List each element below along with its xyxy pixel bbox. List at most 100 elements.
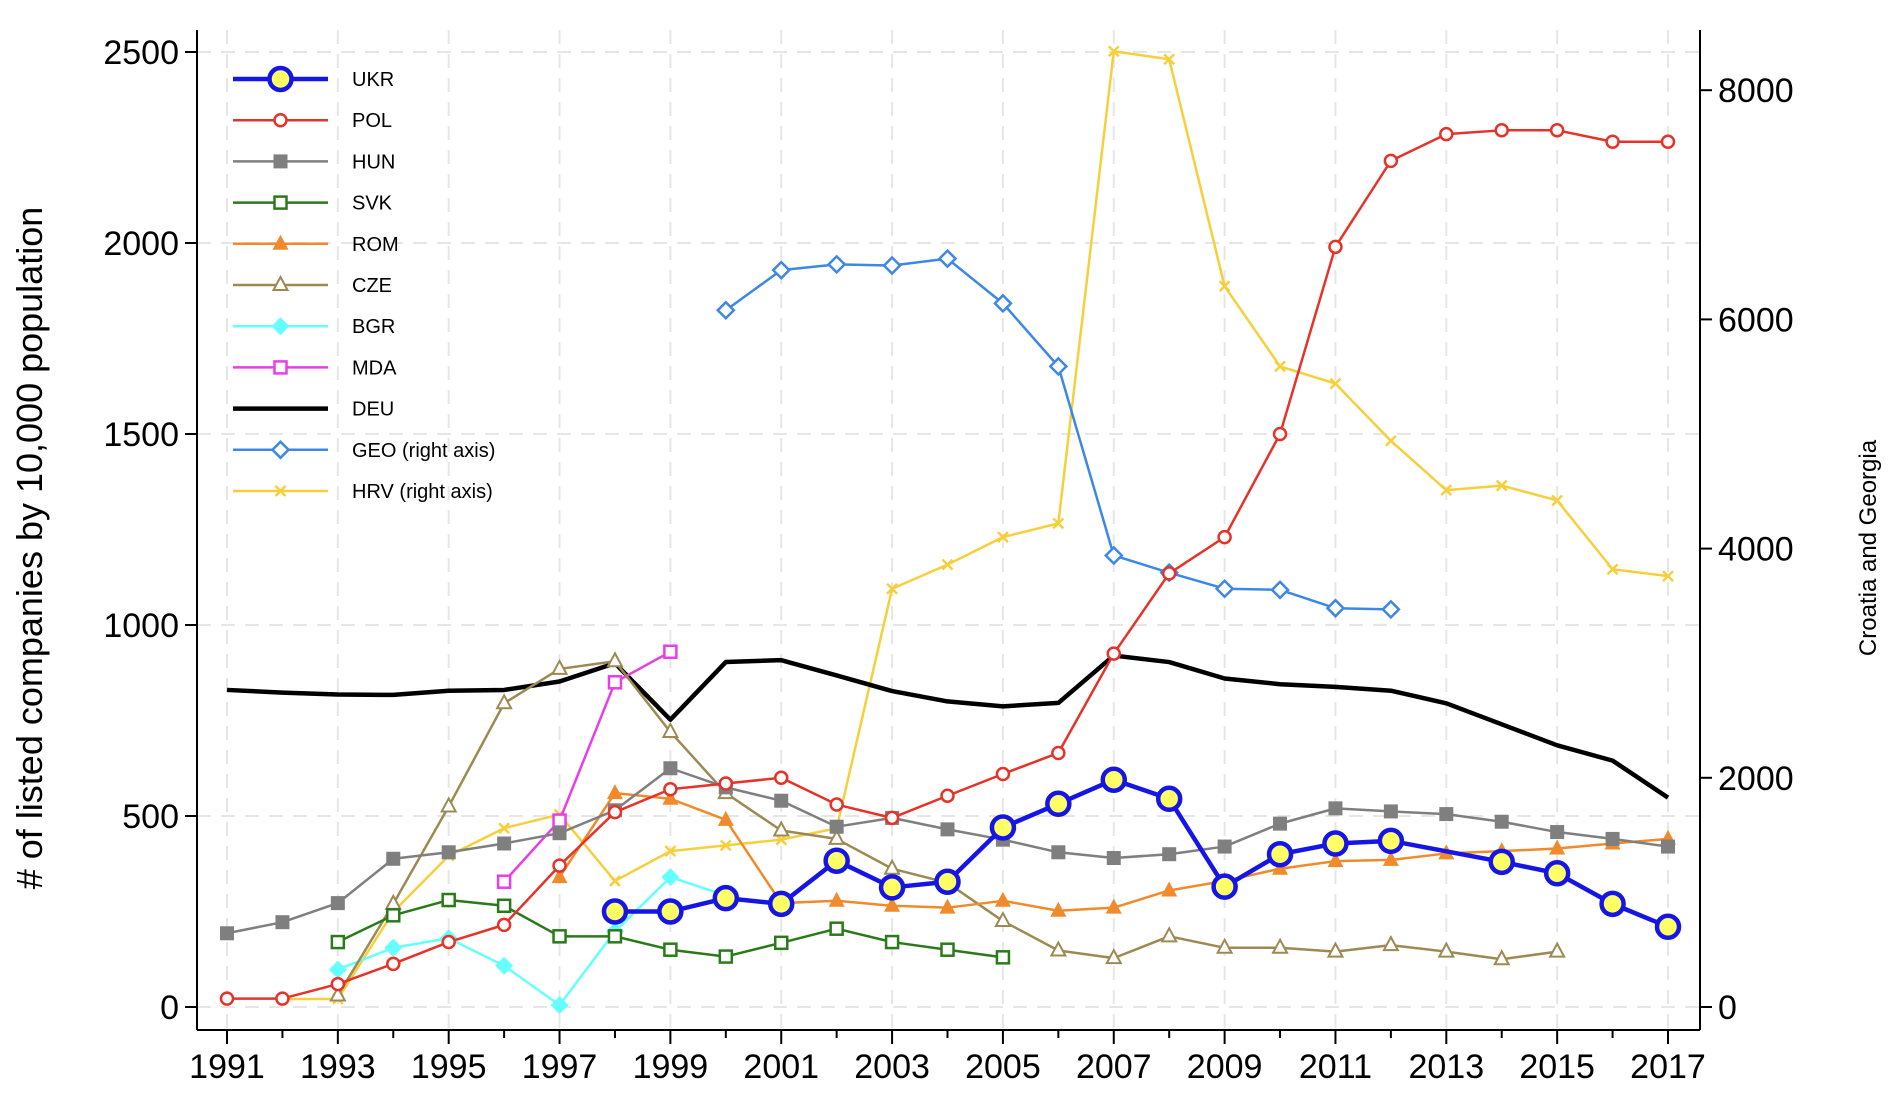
data-point-pol [718, 776, 734, 791]
data-point-cze [772, 820, 790, 837]
data-point-geo-right-axis [1048, 356, 1069, 377]
data-point-cze [1271, 937, 1289, 954]
data-point-pol [663, 782, 678, 797]
marker-stroke [1052, 517, 1065, 530]
data-point-ukr [1322, 830, 1349, 857]
legend-item-svk: SVK [233, 193, 393, 215]
data-point-hun [497, 836, 512, 851]
data-point-ukr [1377, 827, 1405, 855]
data-point-cze [1160, 926, 1178, 943]
legend-item-cze: CZE [233, 274, 392, 297]
legend-label: UKR [352, 69, 394, 91]
data-point-geo-right-axis [1214, 578, 1235, 599]
data-point-hrv-right-axis [1163, 53, 1176, 66]
legend-label: MDA [352, 357, 397, 379]
data-point-ukr [1045, 790, 1072, 818]
legend-swatch-marker [267, 65, 294, 93]
data-point-hun [1439, 807, 1454, 822]
data-point-geo-right-axis [771, 260, 791, 280]
data-point-rom [1105, 898, 1122, 914]
data-point-cze [1326, 941, 1345, 958]
data-point-geo-right-axis [1104, 545, 1124, 566]
marker-stroke [1163, 53, 1176, 66]
legend-swatch-marker [273, 360, 288, 375]
data-point-ukr [1100, 766, 1128, 793]
data-point-ukr [934, 868, 961, 895]
data-point-rom [828, 891, 845, 907]
x-tick-label: 2013 [1408, 1048, 1484, 1086]
data-point-hrv-right-axis [1385, 434, 1397, 447]
y2-tick-label: 8000 [1718, 72, 1794, 110]
series-ukr [601, 766, 1682, 941]
data-point-hrv-right-axis [1329, 377, 1342, 390]
data-point-rom [1161, 881, 1178, 897]
data-point-rom [1050, 901, 1067, 917]
legend-swatch-marker [271, 317, 290, 336]
legend-label: CZE [352, 275, 392, 297]
series-hun [220, 761, 1675, 941]
marker-stroke [886, 582, 898, 595]
data-point-hun [1051, 845, 1066, 860]
y2-tick-label: 0 [1718, 989, 1737, 1027]
gridlines [197, 30, 1700, 1030]
data-point-hun [1273, 816, 1288, 831]
data-point-mda [663, 644, 678, 659]
marker-stroke [1385, 434, 1397, 447]
data-point-ukr [989, 814, 1017, 841]
series-group [219, 45, 1682, 1015]
series-deu [226, 653, 1670, 800]
data-point-pol [496, 917, 512, 933]
data-point-rom [939, 898, 956, 914]
data-point-pol [829, 797, 844, 812]
data-point-cze [495, 693, 513, 710]
data-point-ukr [878, 874, 906, 901]
marker-stroke [1329, 377, 1342, 390]
legend-item-rom: ROM [233, 234, 399, 256]
data-point-svk [940, 942, 955, 957]
data-point-hun [441, 845, 456, 860]
data-point-cze [1382, 935, 1400, 952]
data-point-svk [441, 892, 456, 908]
data-point-hun [774, 793, 789, 808]
data-point-cze [329, 985, 347, 1002]
data-point-pol [1439, 126, 1454, 142]
legend-label: SVK [352, 193, 393, 215]
marker-stroke [1440, 484, 1453, 497]
marker-stroke [1107, 45, 1120, 58]
y2-axis-title: Croatia and Georgia [1855, 439, 1882, 656]
data-point-rom [1382, 850, 1399, 866]
data-point-hun [1328, 801, 1343, 816]
data-point-rom [551, 868, 568, 884]
legend-item-hrv-right-axis: HRV (right axis) [233, 481, 493, 503]
legend-swatch-marker [272, 234, 289, 250]
data-point-pol [884, 810, 900, 826]
x-tick-label: 1999 [633, 1048, 709, 1086]
data-point-pol [386, 956, 401, 972]
data-point-svk [995, 950, 1011, 965]
x-tick-label: 1993 [300, 1048, 376, 1086]
marker-stroke [1495, 479, 1508, 492]
data-point-cze [1548, 941, 1566, 958]
data-point-cze [1493, 949, 1511, 966]
y-tick-label: 0 [160, 989, 179, 1027]
data-point-cze [1215, 937, 1234, 954]
data-point-ukr [1543, 860, 1571, 887]
series-line-mda [503, 650, 671, 883]
data-point-hun [1383, 804, 1398, 819]
data-point-svk [829, 921, 844, 936]
legend-item-pol: POL [233, 110, 392, 132]
data-point-svk [496, 898, 512, 914]
data-point-hun [1106, 851, 1121, 866]
data-point-rom [994, 891, 1011, 907]
data-point-hrv-right-axis [1606, 563, 1619, 576]
y-tick-label: 500 [122, 798, 179, 836]
legend-item-ukr: UKR [233, 65, 394, 93]
series-mda [496, 644, 678, 889]
marker-stroke [274, 485, 287, 497]
data-point-rom [606, 784, 623, 800]
series-line-deu [226, 653, 1670, 800]
data-point-cze [661, 721, 680, 738]
data-point-rom [1549, 839, 1566, 855]
data-point-svk [607, 929, 623, 944]
marker-stroke [664, 845, 677, 858]
